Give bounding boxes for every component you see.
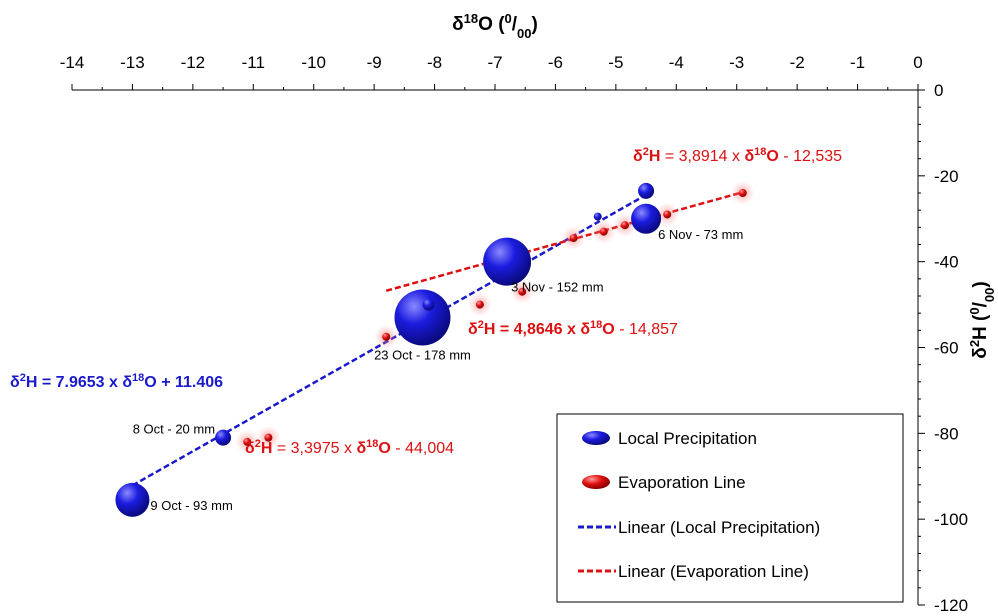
precipitation-point — [394, 289, 451, 346]
x-tick-label: -13 — [120, 53, 145, 72]
point-label: 8 Oct - 20 mm — [133, 422, 215, 437]
x-ticks: -14 -13 -12 -11 -10 -9 -8 -7 -6 -5 -4 -3 -2 -1 0 — [60, 53, 923, 90]
evaporation-point — [382, 332, 391, 341]
evaporation-point — [569, 234, 578, 243]
evaporation-points — [235, 181, 755, 454]
x-axis-title: δ18O (0/00) — [452, 11, 538, 41]
x-tick-label: -8 — [427, 53, 442, 72]
legend: Local Precipitation Evaporation Line Lin… — [556, 413, 904, 603]
y-tick-label: 0 — [934, 81, 943, 100]
legend-marker-local-precipitation — [582, 431, 610, 445]
equation-local-precipitation: δ2H = 7.9653 x δ18O + 11.406 — [10, 372, 223, 391]
point-label: 3 Nov - 152 mm — [511, 280, 603, 295]
x-tick-label: -2 — [790, 53, 805, 72]
point-labels: 9 Oct - 93 mm 8 Oct - 20 mm 23 Oct - 178 m… — [133, 227, 744, 513]
evaporation-point — [620, 221, 629, 230]
point-label: 23 Oct - 178 mm — [374, 347, 471, 362]
evaporation-point — [264, 433, 273, 442]
precipitation-point — [631, 203, 662, 234]
evaporation-point — [663, 210, 672, 219]
y-axis: 0 -20 -40 -60 -80 -100 -120 δ2H (0/00) — [917, 81, 997, 615]
x-tick-label: -3 — [729, 53, 744, 72]
evaporation-point — [475, 300, 484, 309]
precipitation-points — [115, 182, 662, 517]
x-tick-label: -6 — [548, 53, 563, 72]
x-tick-label: -7 — [487, 53, 502, 72]
point-label: 9 Oct - 93 mm — [150, 498, 232, 513]
x-tick-label: -5 — [608, 53, 623, 72]
x-tick-label: -4 — [669, 53, 684, 72]
x-tick-label: -14 — [60, 53, 85, 72]
equation-evaporation-lower: δ2H = 3,3975 x δ18O - 44,004 — [245, 438, 454, 457]
x-tick-label: -10 — [301, 53, 326, 72]
x-tick-label: -11 — [242, 53, 265, 72]
legend-label-evaporation-line: Evaporation Line — [618, 473, 746, 492]
precipitation-point — [215, 429, 232, 446]
point-label: 6 Nov - 73 mm — [658, 227, 743, 242]
x-tick-label: -9 — [367, 53, 382, 72]
evaporation-point — [738, 189, 747, 197]
precipitation-point — [422, 298, 435, 311]
equation-evaporation-middle: δ2H = 4,8646 x δ18O - 14,857 — [468, 319, 678, 338]
precipitation-point — [115, 482, 150, 517]
y-tick-label: -60 — [934, 339, 959, 358]
y-tick-label: -80 — [934, 424, 959, 443]
evaporation-point — [518, 287, 527, 296]
y-tick-label: -20 — [934, 167, 959, 186]
precipitation-point — [638, 182, 655, 199]
legend-label-linear-local-precipitation: Linear (Local Precipitation) — [618, 518, 820, 537]
legend-label-local-precipitation: Local Precipitation — [618, 429, 757, 448]
y-ticks: 0 -20 -40 -60 -80 -100 -120 — [918, 81, 968, 615]
y-tick-label: -40 — [934, 253, 959, 272]
precipitation-point — [483, 237, 532, 286]
evaporation-point — [599, 227, 608, 236]
x-axis: -14 -13 -12 -11 -10 -9 -8 -7 -6 -5 -4 -3 -2 -1 0 δ18O … — [60, 11, 923, 91]
y-tick-label: -100 — [934, 510, 968, 529]
x-tick-label: -1 — [850, 53, 865, 72]
legend-label-linear-evaporation-line: Linear (Evaporation Line) — [618, 562, 809, 581]
y-axis-title: δ2H (0/00) — [967, 281, 997, 358]
evaporation-point — [243, 437, 252, 446]
x-tick-label: -12 — [181, 53, 206, 72]
legend-marker-evaporation-line — [582, 475, 610, 489]
equation-evaporation-upper: δ2H = 3,8914 x δ18O - 12,535 — [633, 146, 842, 165]
y-tick-label: -120 — [934, 596, 968, 615]
precipitation-point — [593, 212, 602, 221]
x-tick-label: 0 — [913, 53, 922, 72]
